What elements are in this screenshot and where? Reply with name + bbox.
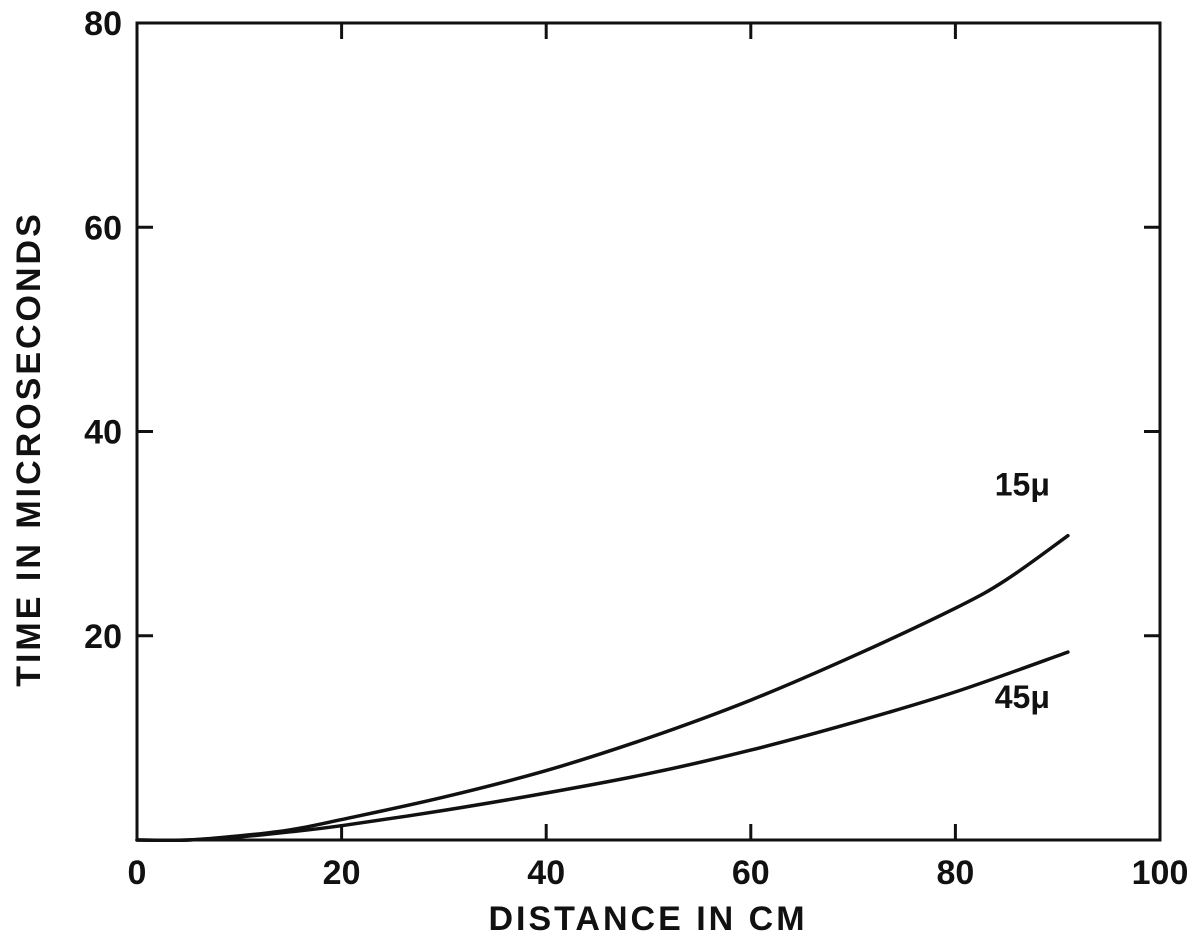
y-axis-title: TIME IN MICROSECONDS — [10, 211, 48, 687]
x-tick-label: 20 — [323, 854, 361, 892]
x-tick-label: 40 — [527, 854, 565, 892]
series-label-2: 45μ — [995, 679, 1050, 715]
series-line-1 — [135, 533, 1070, 843]
x-axis-title: DISTANCE IN CM — [488, 900, 807, 938]
series-line-2 — [135, 650, 1070, 842]
series-label-1: 15μ — [995, 467, 1050, 503]
y-tick-label: 60 — [84, 209, 122, 247]
x-tick-label: 60 — [732, 854, 770, 892]
y-tick-label: 80 — [84, 5, 122, 43]
plot-frame — [135, 21, 1162, 842]
y-tick-label: 20 — [84, 618, 122, 656]
y-tick-label: 40 — [84, 414, 122, 452]
x-tick-label: 0 — [128, 854, 147, 892]
x-tick-label: 100 — [1132, 854, 1189, 892]
x-tick-label: 80 — [936, 854, 974, 892]
